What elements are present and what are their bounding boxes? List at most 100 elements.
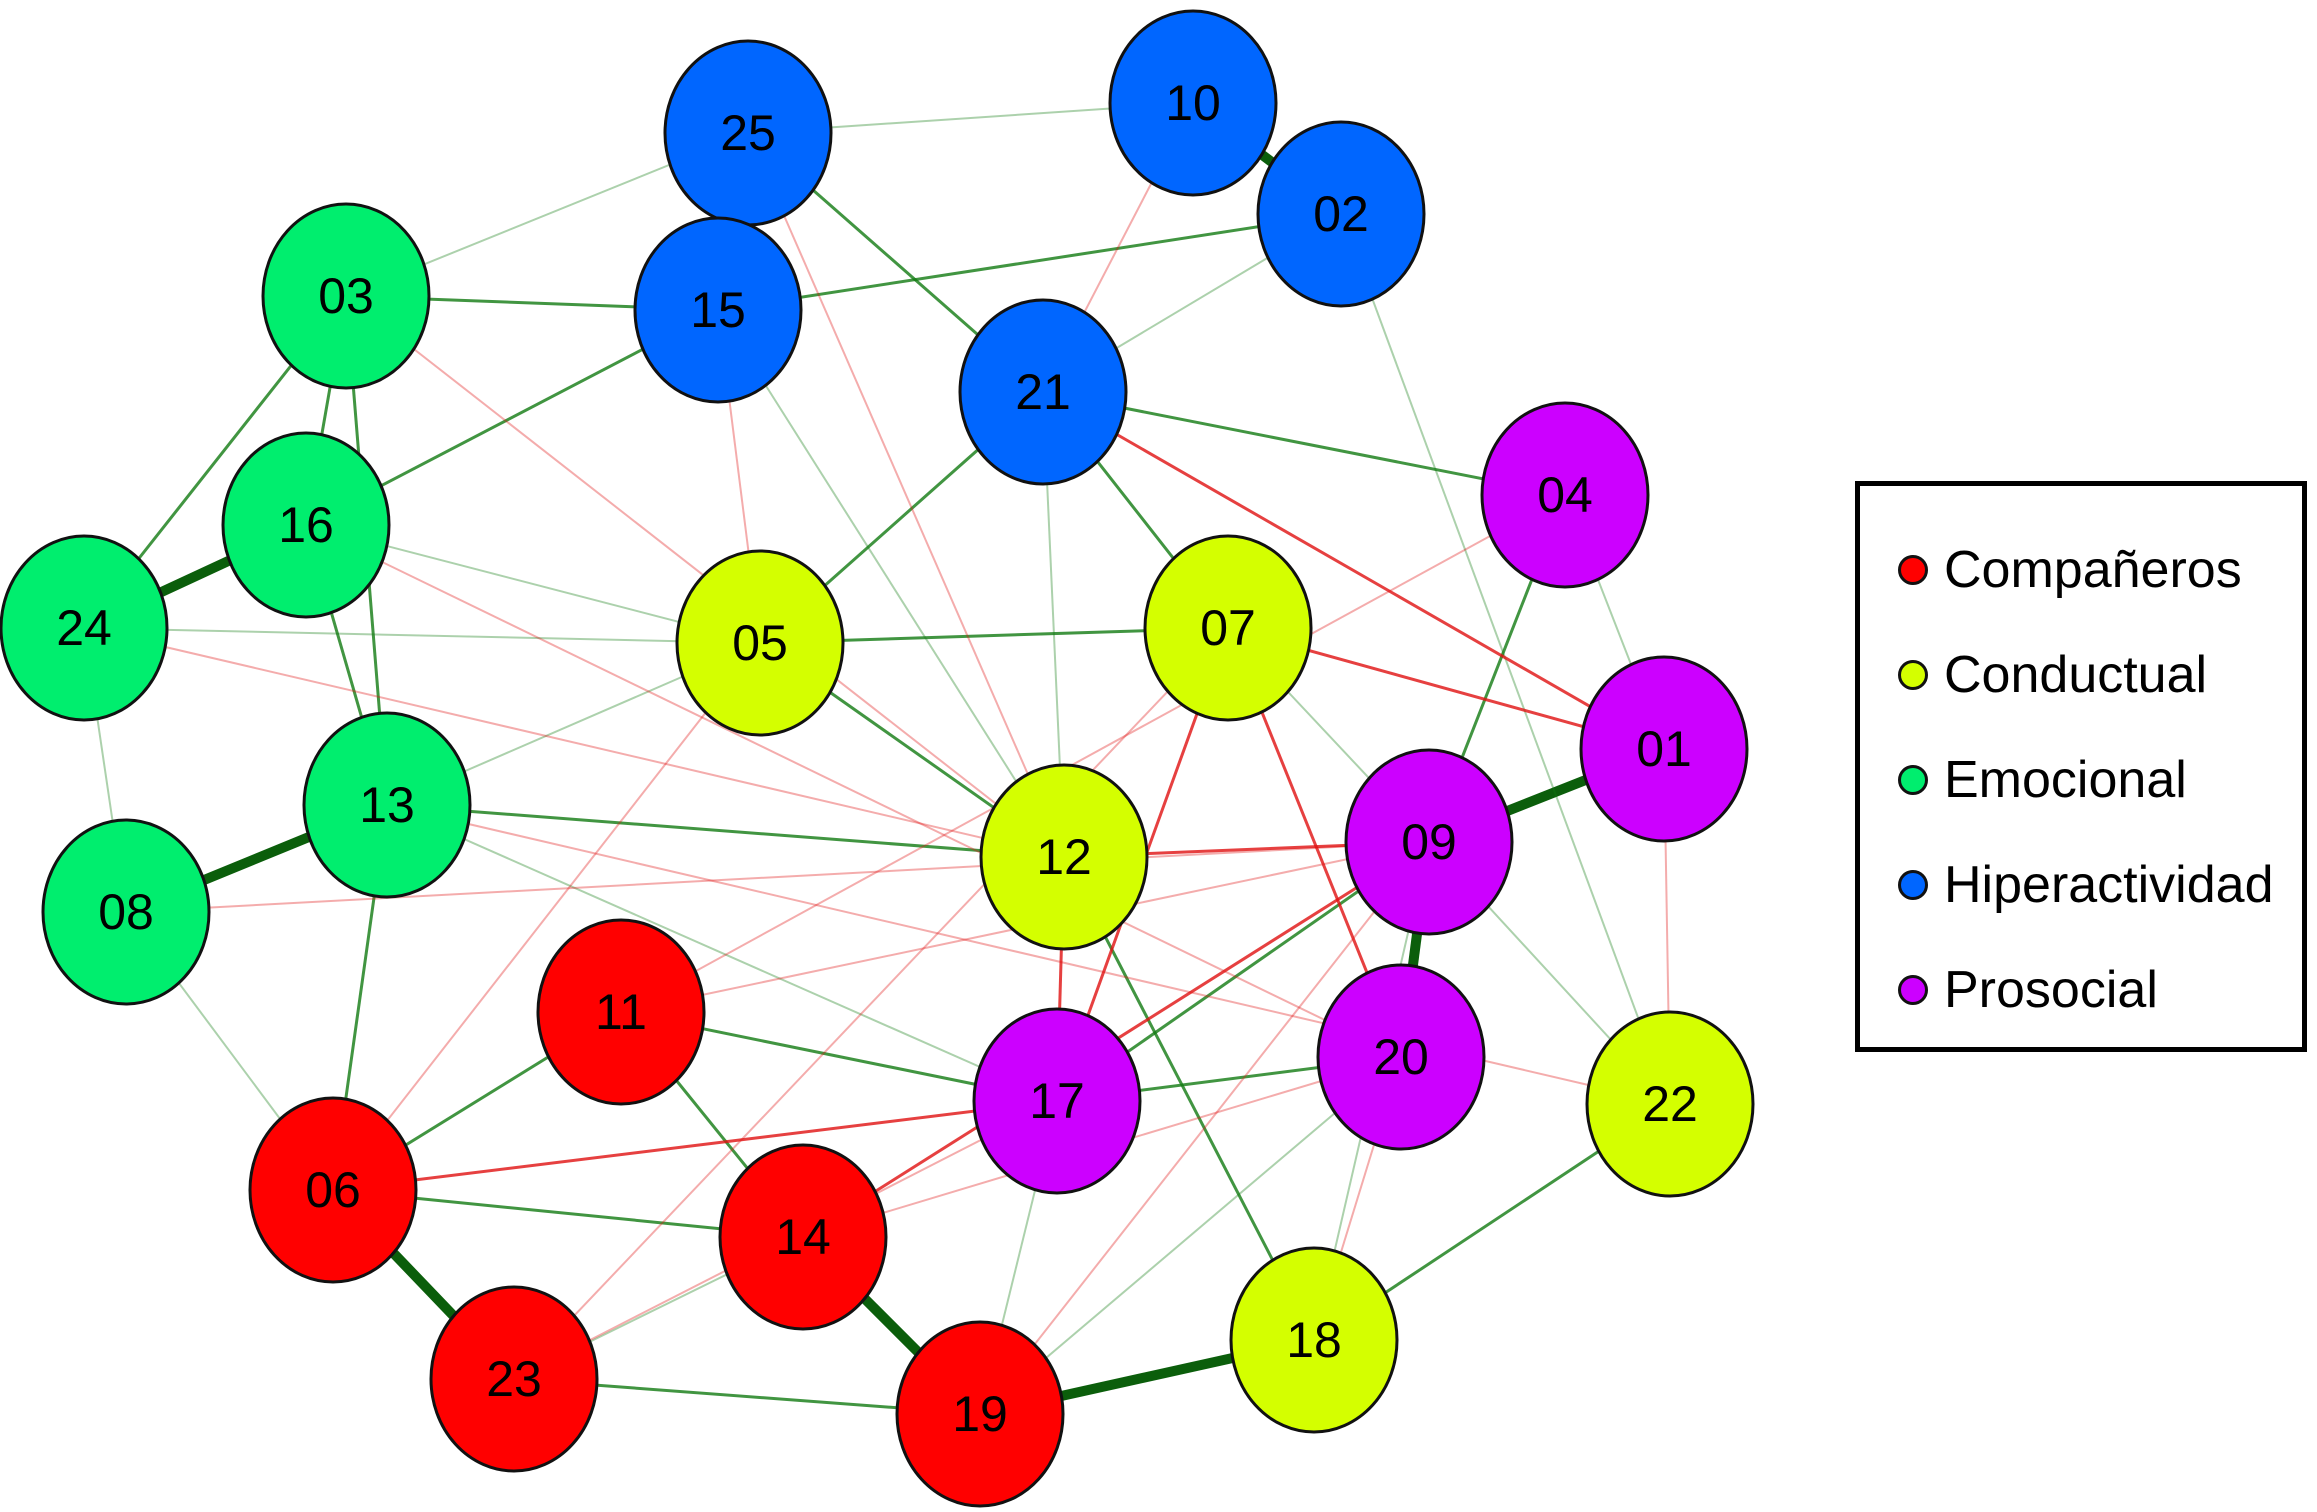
edge-15-02 <box>717 212 1342 312</box>
edge-21-04 <box>1042 390 1566 497</box>
edge-19-09 <box>979 841 1430 1415</box>
edge-06-05 <box>332 642 761 1191</box>
node-09: 09 <box>1344 748 1514 936</box>
node-circle <box>536 918 706 1106</box>
node-label: 03 <box>318 268 374 324</box>
node-circle <box>1480 401 1650 589</box>
node-label: 01 <box>1636 721 1692 777</box>
node-circle <box>248 1096 418 1284</box>
nodes-layer: 25 10 02 15 21 03 16 24 13 08 05 07 12 22 18 04 01 09 20 17… <box>0 9 1755 1508</box>
legend-dot-icon <box>1898 870 1928 900</box>
node-22: 22 <box>1585 1010 1755 1198</box>
node-24: 24 <box>0 534 169 722</box>
node-label: 05 <box>732 615 788 671</box>
legend-item-conductual: Conductual <box>1898 649 2207 701</box>
node-circle <box>1585 1010 1755 1198</box>
node-label: 17 <box>1029 1073 1085 1129</box>
node-label: 04 <box>1537 467 1593 523</box>
node-15: 15 <box>633 216 803 404</box>
node-06: 06 <box>248 1096 418 1284</box>
edge-24-05 <box>83 627 761 644</box>
legend-dot-icon <box>1898 555 1928 585</box>
node-label: 19 <box>952 1386 1008 1442</box>
node-label: 11 <box>595 984 647 1040</box>
node-circle <box>41 818 211 1006</box>
legend-dot-icon <box>1898 975 1928 1005</box>
node-03: 03 <box>261 202 431 390</box>
node-07: 07 <box>1143 534 1313 722</box>
edge-25-12 <box>747 132 1065 858</box>
legend: Compañeros Conductual Emocional Hiperact… <box>1855 481 2307 1052</box>
node-label: 22 <box>1642 1076 1698 1132</box>
edge-19-20 <box>979 1056 1402 1415</box>
legend-dot-icon <box>1898 765 1928 795</box>
node-circle <box>1316 963 1486 1151</box>
node-circle <box>1579 655 1749 843</box>
node-circle <box>979 763 1149 951</box>
node-label: 12 <box>1036 829 1092 885</box>
node-circle <box>0 534 169 722</box>
legend-label: Hiperactividad <box>1944 856 2274 914</box>
network-graph: 25 10 02 15 21 03 16 24 13 08 05 07 12 22 18 04 01 09 20 17… <box>0 9 1755 1508</box>
node-label: 08 <box>98 884 154 940</box>
node-circle <box>429 1285 599 1473</box>
edge-23-07 <box>513 627 1229 1380</box>
node-circle <box>1108 9 1278 197</box>
node-16: 16 <box>221 431 391 619</box>
node-13: 13 <box>302 711 472 899</box>
node-23: 23 <box>429 1285 599 1473</box>
node-label: 07 <box>1200 600 1256 656</box>
node-21: 21 <box>958 298 1128 486</box>
node-circle <box>633 216 803 404</box>
node-02: 02 <box>1256 120 1426 308</box>
legend-label: Conductual <box>1944 646 2208 704</box>
legend-label: Emocional <box>1944 751 2187 809</box>
node-label: 06 <box>305 1162 361 1218</box>
node-circle <box>1143 534 1313 722</box>
node-label: 14 <box>775 1209 831 1265</box>
legend-label: Compañeros <box>1944 541 2242 599</box>
node-10: 10 <box>1108 9 1278 197</box>
node-label: 16 <box>278 497 334 553</box>
node-label: 24 <box>56 600 112 656</box>
node-circle <box>895 1320 1065 1508</box>
node-18: 18 <box>1229 1246 1399 1434</box>
node-01: 01 <box>1579 655 1749 843</box>
node-label: 25 <box>720 105 776 161</box>
node-label: 21 <box>1015 364 1071 420</box>
node-20: 20 <box>1316 963 1486 1151</box>
legend-dot-icon <box>1898 660 1928 690</box>
legend-label: Prosocial <box>1944 961 2158 1019</box>
node-label: 13 <box>359 777 415 833</box>
node-label: 20 <box>1373 1029 1429 1085</box>
node-label: 09 <box>1401 814 1457 870</box>
node-circle <box>221 431 391 619</box>
node-25: 25 <box>663 39 833 227</box>
node-14: 14 <box>718 1143 888 1331</box>
node-circle <box>1229 1246 1399 1434</box>
node-label: 18 <box>1286 1312 1342 1368</box>
node-12: 12 <box>979 763 1149 951</box>
node-19: 19 <box>895 1320 1065 1508</box>
node-circle <box>972 1007 1142 1195</box>
edge-16-20 <box>305 524 1402 1058</box>
node-label: 23 <box>486 1351 542 1407</box>
edge-11-04 <box>620 494 1566 1013</box>
edge-06-17 <box>332 1099 1058 1192</box>
legend-item-companeros: Compañeros <box>1898 544 2242 596</box>
node-circle <box>1256 120 1426 308</box>
edge-15-12 <box>717 309 1065 858</box>
edge-24-12 <box>83 627 1065 858</box>
legend-item-emocional: Emocional <box>1898 754 2187 806</box>
node-08: 08 <box>41 818 211 1006</box>
legend-item-prosocial: Prosocial <box>1898 964 2158 1016</box>
node-circle <box>675 549 845 737</box>
node-label: 15 <box>690 282 746 338</box>
node-11: 11 <box>536 918 706 1106</box>
edge-13-17 <box>386 804 1058 1102</box>
node-circle <box>958 298 1128 486</box>
node-label: 02 <box>1313 186 1369 242</box>
node-circle <box>1344 748 1514 936</box>
node-circle <box>302 711 472 899</box>
node-17: 17 <box>972 1007 1142 1195</box>
